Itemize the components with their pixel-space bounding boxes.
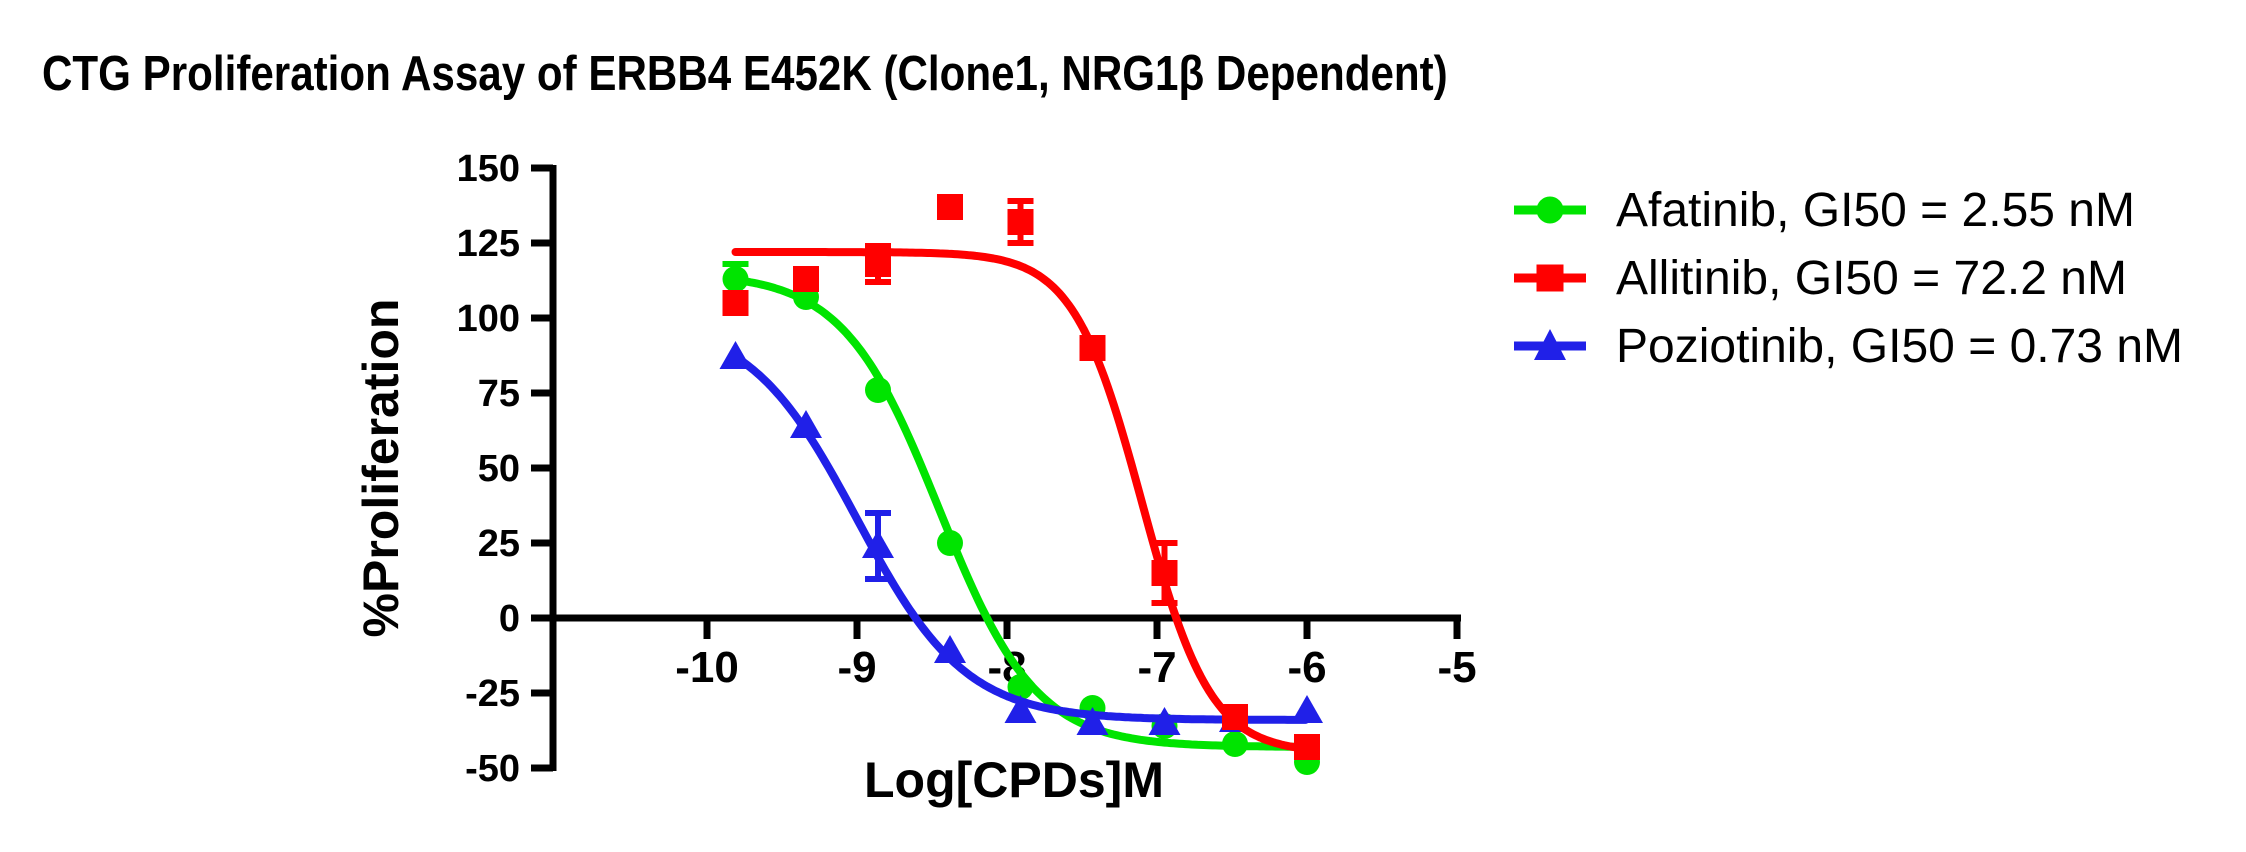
x-tick-label: -7 xyxy=(1137,643,1176,692)
y-tick-label: 25 xyxy=(478,523,520,565)
data-point-circle xyxy=(722,266,749,292)
data-point-square xyxy=(793,266,819,292)
data-point-triangle xyxy=(1148,707,1181,735)
data-point-triangle xyxy=(719,341,752,369)
page-title: CTG Proliferation Assay of ERBB4 E452K (… xyxy=(42,47,1448,101)
data-point-triangle xyxy=(1291,695,1323,723)
x-axis-title: Log[CPDs]M xyxy=(864,752,1164,808)
data-point-triangle xyxy=(790,410,822,438)
legend: Afatinib, GI50 = 2.55 nM Allitinib, GI50… xyxy=(1512,176,2183,380)
data-point-triangle xyxy=(862,530,894,558)
legend-label-poziotinib: Poziotinib, GI50 = 0.73 nM xyxy=(1616,319,2183,373)
data-point-square xyxy=(722,290,749,316)
legend-item-allitinib: Allitinib, GI50 = 72.2 nM xyxy=(1512,244,2183,312)
y-tick-label: -25 xyxy=(465,673,520,715)
y-tick-label: 50 xyxy=(478,448,520,490)
series-poziotinib xyxy=(719,341,1323,735)
y-tick-label: -50 xyxy=(465,748,520,790)
legend-item-poziotinib: Poziotinib, GI50 = 0.73 nM xyxy=(1512,312,2183,380)
x-tick-label: -10 xyxy=(675,643,739,692)
legend-label-afatinib: Afatinib, GI50 = 2.55 nM xyxy=(1616,183,2135,237)
data-point-circle xyxy=(937,530,963,556)
data-point-square xyxy=(1079,335,1106,361)
afatinib-circle-marker-icon xyxy=(1514,196,1586,224)
data-point-square xyxy=(937,194,963,220)
data-point-circle xyxy=(1007,674,1034,700)
y-tick-label: 0 xyxy=(499,598,520,640)
fit-curve xyxy=(731,248,1310,753)
series-allitinib xyxy=(722,194,1320,760)
allitinib-square-marker-icon xyxy=(1514,264,1586,292)
data-point-circle xyxy=(865,377,891,403)
poziotinib-triangle-marker-icon xyxy=(1514,329,1586,360)
y-tick-label: 100 xyxy=(457,298,520,340)
data-point-square xyxy=(865,251,891,277)
data-point-triangle xyxy=(1076,707,1109,735)
x-tick-label: -6 xyxy=(1287,643,1326,692)
x-tick-label: -5 xyxy=(1437,643,1476,692)
y-tick-label: 75 xyxy=(478,373,520,415)
data-point-triangle xyxy=(1004,695,1037,723)
y-tick-label: 150 xyxy=(457,148,520,190)
x-tick-label: -9 xyxy=(837,643,876,692)
data-point-circle xyxy=(1222,731,1248,757)
fit-curve xyxy=(731,275,1310,751)
data-point-triangle xyxy=(934,635,966,663)
legend-label-allitinib: Allitinib, GI50 = 72.2 nM xyxy=(1616,251,2127,305)
y-axis-title: %Proliferation xyxy=(353,299,409,638)
legend-item-afatinib: Afatinib, GI50 = 2.55 nM xyxy=(1512,176,2183,244)
data-point-square xyxy=(1294,734,1320,760)
y-axis: 150 125 100 75 50 25 0 -25 -50 %Proliferation xyxy=(353,148,557,790)
data-point-square xyxy=(1151,560,1178,586)
data-point-square xyxy=(1222,704,1248,730)
data-point-square xyxy=(1007,209,1034,235)
y-tick-label: 125 xyxy=(457,223,520,265)
